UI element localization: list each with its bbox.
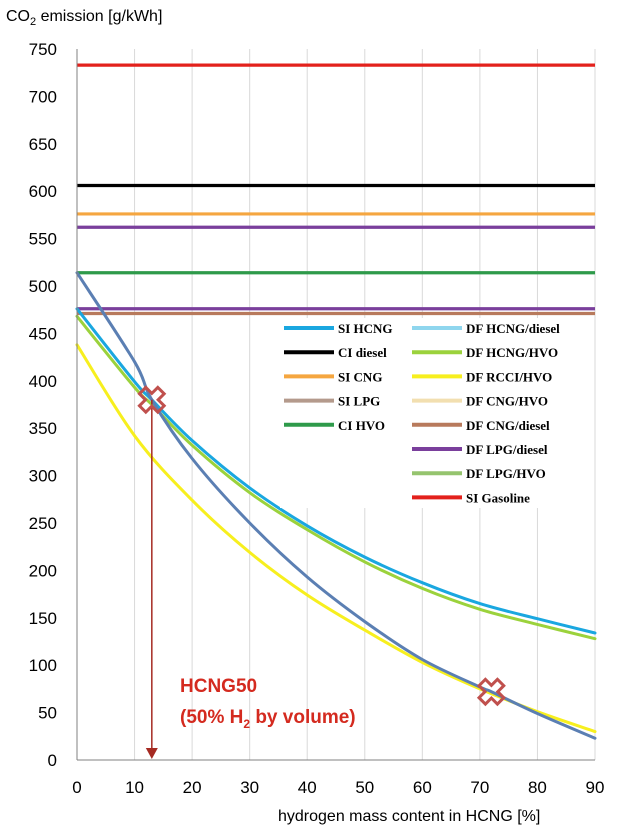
legend-label: DF CNG/diesel (466, 418, 550, 433)
legend-item: SI CNG (284, 369, 382, 384)
legend-label: DF LPG/diesel (466, 442, 548, 457)
cross-markers (137, 385, 506, 707)
series-curve (75, 307, 597, 635)
x-axis-title: hydrogen mass content in HCNG [%] (278, 808, 540, 825)
y-tick-label: 100 (29, 656, 57, 675)
legend-label: DF LPG/HVO (466, 466, 546, 481)
legend-label: CI HVO (338, 418, 385, 433)
x-tick-labels: 0 10 20 30 40 50 60 70 80 90 (72, 778, 604, 797)
legend-label: CI diesel (338, 345, 387, 360)
legend-item: DF LPG/diesel (412, 442, 548, 457)
cross-marker (137, 385, 167, 415)
x-tick-label: 0 (72, 778, 81, 797)
arrow-head (145, 748, 158, 759)
y-tick-label: 550 (29, 230, 57, 249)
y-tick-labels: 0 50 100 150 200 250 300 350 400 450 500 550 600 650 7… (29, 40, 57, 770)
legend: SI HCNG CI diesel SI CNG SI LPG CI HVO DF HCN… (280, 318, 594, 508)
x-tick-label: 50 (355, 778, 374, 797)
y-tick-label: 400 (29, 372, 57, 391)
y-tick-label: 650 (29, 135, 57, 154)
legend-label: SI CNG (338, 369, 382, 384)
legend-label: SI Gasoline (466, 490, 530, 505)
y-tick-label: 750 (29, 40, 57, 59)
legend-item: DF CNG/diesel (412, 418, 550, 433)
y-tick-label: 50 (38, 704, 57, 723)
legend-label: DF CNG/HVO (466, 394, 548, 409)
legend-item: CI HVO (284, 418, 385, 433)
y-tick-label: 500 (29, 277, 57, 296)
x-tick-label: 70 (470, 778, 489, 797)
y-tick-label: 0 (48, 751, 57, 770)
x-tick-label: 30 (240, 778, 259, 797)
y-axis-title: CO2 emission [g/kWh] (6, 8, 162, 28)
y-tick-label: 150 (29, 609, 57, 628)
legend-label: DF HCNG/diesel (466, 321, 560, 336)
annotation-line-1: HCNG50 (180, 676, 257, 697)
legend-item: DF LPG/HVO (412, 466, 546, 481)
cross-marker (476, 677, 506, 707)
arrow-annotation (145, 399, 158, 759)
legend-label: DF RCCI/HVO (466, 369, 552, 384)
y-tick-label: 450 (29, 324, 57, 343)
y-tick-label: 200 (29, 561, 57, 580)
hcng50-annotation: HCNG50 (50% H2 by volume) (180, 676, 356, 731)
x-tick-label: 80 (528, 778, 547, 797)
legend-label: DF HCNG/HVO (466, 345, 558, 360)
x-tick-label: 10 (125, 778, 144, 797)
legend-item: DF HCNG/HVO (412, 345, 558, 360)
x-tick-label: 60 (413, 778, 432, 797)
legend-item: SI HCNG (284, 321, 393, 336)
y-tick-label: 250 (29, 514, 57, 533)
legend-item: DF HCNG/diesel (412, 321, 560, 336)
x-tick-label: 40 (298, 778, 317, 797)
legend-item: DF RCCI/HVO (412, 369, 552, 384)
y-tick-label: 700 (29, 87, 57, 106)
axes (76, 49, 595, 761)
y-tick-label: 600 (29, 182, 57, 201)
legend-item: DF CNG/HVO (412, 394, 548, 409)
legend-label: SI LPG (338, 394, 380, 409)
x-tick-label: 90 (586, 778, 605, 797)
annotation-line-2: (50% H2 by volume) (180, 707, 356, 731)
y-tick-label: 300 (29, 467, 57, 486)
legend-item: SI Gasoline (412, 490, 530, 505)
legend-item: SI LPG (284, 394, 380, 409)
x-tick-label: 20 (183, 778, 202, 797)
legend-item: CI diesel (284, 345, 387, 360)
y-tick-label: 350 (29, 419, 57, 438)
legend-label: SI HCNG (338, 321, 393, 336)
legend-box (280, 318, 594, 508)
horizontal-series-lines (77, 63, 595, 316)
